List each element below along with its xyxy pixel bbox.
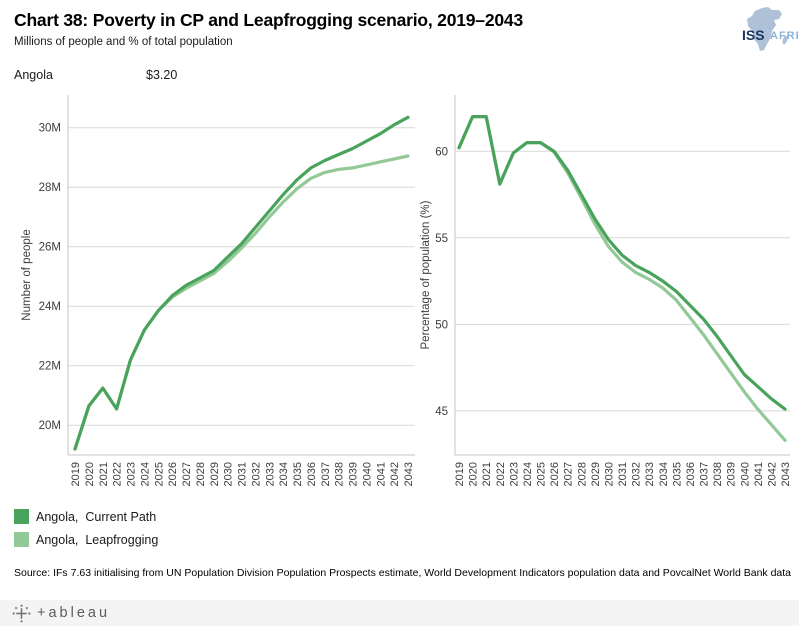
x-tick-label: 2028 <box>195 462 207 486</box>
x-tick-label: 2029 <box>209 462 221 486</box>
x-tick-label: 2040 <box>361 462 373 486</box>
x-tick-label: 2025 <box>153 462 165 486</box>
x-tick-label: 2034 <box>658 462 670 486</box>
poverty-line-value: $3.20 <box>146 68 178 82</box>
x-tick-label: 2034 <box>278 462 290 486</box>
x-tick-label: 2020 <box>84 462 96 486</box>
legend-swatch-leapfrogging <box>14 532 29 547</box>
x-tick-label: 2026 <box>167 462 179 486</box>
y-tick-label: 22M <box>39 361 61 373</box>
x-tick-label: 2039 <box>348 462 360 486</box>
x-tick-label: 2019 <box>454 462 466 486</box>
x-tick-label: 2030 <box>223 462 235 486</box>
x-tick-label: 2043 <box>403 462 415 486</box>
x-tick-label: 2022 <box>112 462 124 486</box>
iss-logo-region-text: AFRICA <box>770 30 799 42</box>
tableau-logo-link[interactable]: +ableau <box>12 603 111 623</box>
x-tick-label: 2021 <box>481 462 493 486</box>
y-tick-label: 28M <box>39 182 61 194</box>
x-tick-label: 2024 <box>139 462 151 486</box>
legend: Angola, Current Path Angola, Leapfroggin… <box>14 505 158 551</box>
y-tick-label: 20M <box>39 420 61 432</box>
x-tick-label: 2038 <box>712 462 724 486</box>
x-tick-label: 2021 <box>98 462 110 486</box>
x-tick-label: 2024 <box>522 462 534 486</box>
y-axis-title: Percentage of population (%) <box>420 200 432 349</box>
line-series[interactable] <box>73 115 410 451</box>
y-tick-label: 50 <box>435 319 448 331</box>
source-note: Source: IFs 7.63 initialising from UN Po… <box>14 567 792 579</box>
legend-item-current-path[interactable]: Angola, Current Path <box>14 505 158 528</box>
x-tick-label: 2027 <box>181 462 193 486</box>
country-label: Angola <box>14 68 53 82</box>
x-tick-label: 2035 <box>671 462 683 486</box>
chart-percentage-of-population[interactable]: 45 50 55 60 Percentage of population (%) 2019… <box>420 88 799 500</box>
y-tick-label: 30M <box>39 123 61 135</box>
y-axis-title: Number of people <box>21 229 33 320</box>
legend-item-leapfrogging[interactable]: Angola, Leapfrogging <box>14 528 158 551</box>
line-series[interactable] <box>457 115 787 411</box>
x-tick-label: 2039 <box>726 462 738 486</box>
x-tick-label: 2042 <box>389 462 401 486</box>
legend-swatch-current-path <box>14 509 29 524</box>
tableau-plus-cluster-icon <box>12 603 31 623</box>
x-tick-label: 2031 <box>237 462 249 486</box>
x-tick-label: 2025 <box>536 462 548 486</box>
tableau-wordmark: +ableau <box>37 605 111 621</box>
iss-africa-logo: ISS AFRICA <box>733 6 799 58</box>
x-tick-label: 2033 <box>264 462 276 486</box>
x-tick-label: 2036 <box>685 462 697 486</box>
x-tick-label: 2023 <box>508 462 520 486</box>
y-tick-label: 45 <box>435 406 448 418</box>
x-tick-label: 2035 <box>292 462 304 486</box>
x-tick-label: 2022 <box>495 462 507 486</box>
y-tick-label: 55 <box>435 233 448 245</box>
x-tick-label: 2028 <box>576 462 588 486</box>
x-tick-label: 2019 <box>70 462 82 486</box>
page-title: Chart 38: Poverty in CP and Leapfrogging… <box>14 10 523 30</box>
footer-bar: +ableau <box>0 600 799 626</box>
line-series[interactable] <box>73 154 410 451</box>
y-tick-label: 24M <box>39 301 61 313</box>
africa-silhouette-icon <box>747 7 788 51</box>
x-tick-label: 2030 <box>603 462 615 486</box>
page-subtitle: Millions of people and % of total popula… <box>14 36 233 48</box>
x-tick-label: 2041 <box>753 462 765 486</box>
legend-label-current-path: Angola, Current Path <box>36 509 157 524</box>
x-tick-label: 2040 <box>739 462 751 486</box>
x-tick-label: 2041 <box>375 462 387 486</box>
charts-area: 20M 22M 24M 26M 28M 30M Number of people 2019 20… <box>0 88 799 500</box>
x-tick-label: 2042 <box>766 462 778 486</box>
x-tick-label: 2038 <box>334 462 346 486</box>
x-tick-label: 2036 <box>306 462 318 486</box>
x-tick-label: 2020 <box>468 462 480 486</box>
x-tick-label: 2043 <box>780 462 792 486</box>
legend-label-leapfrogging: Angola, Leapfrogging <box>36 532 159 547</box>
x-tick-label: 2031 <box>617 462 629 486</box>
x-tick-label: 2033 <box>644 462 656 486</box>
x-tick-label: 2029 <box>590 462 602 486</box>
iss-logo-text: ISS <box>742 27 765 43</box>
x-tick-label: 2037 <box>320 462 332 486</box>
x-tick-label: 2026 <box>549 462 561 486</box>
y-tick-label: 26M <box>39 242 61 254</box>
x-tick-label: 2032 <box>250 462 262 486</box>
x-tick-label: 2032 <box>631 462 643 486</box>
y-tick-label: 60 <box>435 146 448 158</box>
x-tick-label: 2023 <box>126 462 138 486</box>
x-tick-label: 2027 <box>563 462 575 486</box>
x-tick-label: 2037 <box>699 462 711 486</box>
